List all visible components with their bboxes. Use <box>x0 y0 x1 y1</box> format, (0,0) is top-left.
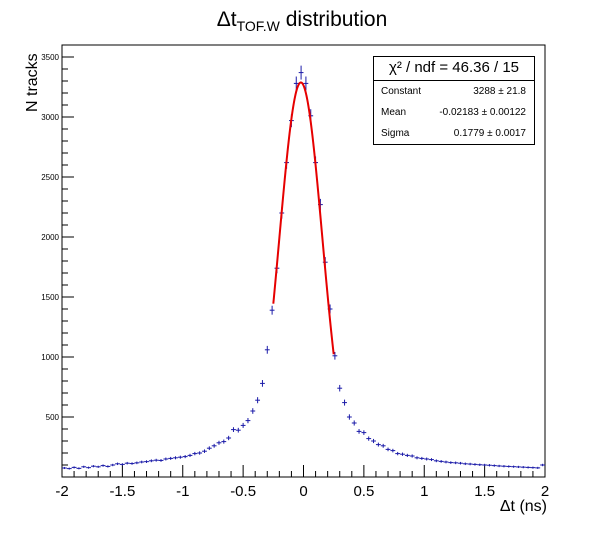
title-subscript: TOF.W <box>236 18 280 35</box>
x-tick-label: -1 <box>176 483 189 500</box>
chart-title: ΔtTOF.W distribution <box>0 8 604 34</box>
x-tick-label: -1.5 <box>109 483 135 500</box>
x-tick-label: -0.5 <box>230 483 256 500</box>
y-tick-label: 3000 <box>41 113 59 122</box>
gaussian-fit-curve <box>272 81 335 355</box>
x-tick-label: 1 <box>420 483 428 500</box>
x-axis-label: Δt (ns) <box>499 498 547 515</box>
stat-row-sigma: Sigma 0.1779 ± 0.0017 <box>374 123 534 144</box>
y-axis-label: N tracks <box>24 53 41 112</box>
y-tick-label: 1000 <box>41 353 59 362</box>
y-tick-label: 3500 <box>41 53 59 62</box>
y-tick-label: 500 <box>46 413 60 422</box>
y-tick-label: 1500 <box>41 293 59 302</box>
stat-value: 0.1779 ± 0.0017 <box>453 128 526 139</box>
x-tick-label: -2 <box>55 483 68 500</box>
stat-row-mean: Mean -0.02183 ± 0.00122 <box>374 102 534 123</box>
x-tick-label: 0 <box>299 483 307 500</box>
x-tick-label: 0.5 <box>353 483 374 500</box>
stat-row-constant: Constant 3288 ± 21.8 <box>374 81 534 102</box>
title-prefix: Δt <box>216 8 237 31</box>
chi2-ndf: χ² / ndf = 46.36 / 15 <box>374 57 534 81</box>
title-suffix: distribution <box>279 8 388 31</box>
stat-label: Constant <box>381 86 422 97</box>
stat-value: 3288 ± 21.8 <box>473 86 526 97</box>
fit-stats-box: χ² / ndf = 46.36 / 15 Constant 3288 ± 21… <box>373 56 535 145</box>
x-tick-label: 2 <box>541 483 549 500</box>
stat-label: Sigma <box>381 128 410 139</box>
x-tick-label: 1.5 <box>474 483 495 500</box>
y-tick-label: 2000 <box>41 233 59 242</box>
y-tick-label: 2500 <box>41 173 59 182</box>
stat-value: -0.02183 ± 0.00122 <box>439 107 526 118</box>
stat-label: Mean <box>381 107 407 118</box>
